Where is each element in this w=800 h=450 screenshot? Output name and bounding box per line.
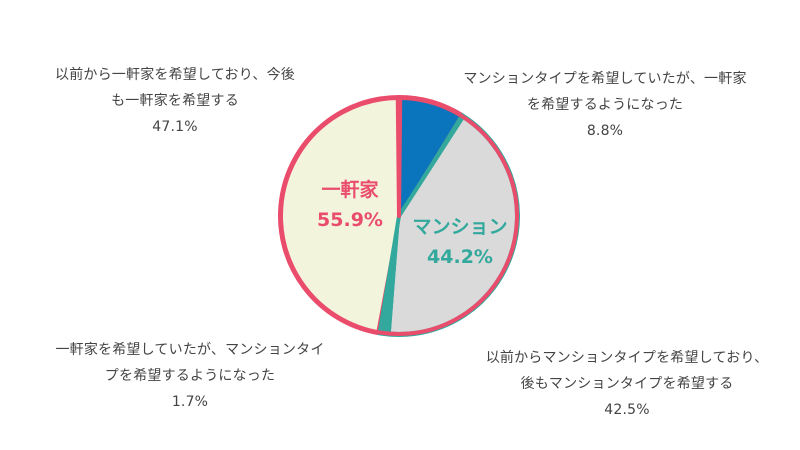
label-to-detached-line-2: を希望するようになった: [526, 97, 684, 113]
label-to-mansion-line-1: 一軒家を希望していたが、マンションタイ: [55, 342, 325, 358]
label-detached-stay: 以前から一軒家を希望しており、今後 も一軒家を希望する 47.1%: [25, 62, 325, 140]
value-label-mansion-stay: 42.5%: [604, 402, 650, 418]
value-label-to-detached: 8.8%: [586, 123, 624, 139]
label-detached-stay-line-2: も一軒家を希望する: [111, 93, 239, 109]
label-detached-stay-line-1: 以前から一軒家を希望しており、今後: [55, 67, 295, 83]
group-value-mansion: 44.2%: [427, 246, 493, 268]
group-label-mansion: マンション 44.2%: [395, 212, 525, 272]
group-name-mansion: マンション: [412, 216, 508, 238]
label-mansion-stay: 以前からマンションタイプを希望しており、 後もマンションタイプを希望する 42.…: [462, 345, 792, 423]
value-label-to-mansion: 1.7%: [171, 394, 209, 410]
value-label-detached-stay: 47.1%: [152, 119, 198, 135]
label-mansion-stay-line-1: 以前からマンションタイプを希望しており、: [485, 350, 769, 366]
label-to-detached: マンションタイプを希望していたが、一軒家 を希望するようになった 8.8%: [445, 66, 765, 144]
label-to-mansion: 一軒家を希望していたが、マンションタイ プを希望するようになった 1.7%: [25, 337, 355, 415]
label-to-mansion-line-2: プを希望するようになった: [104, 368, 276, 384]
label-mansion-stay-line-2: 後もマンションタイプを希望する: [520, 376, 734, 392]
group-outline-detached: [279, 96, 519, 337]
group-value-detached: 55.9%: [317, 209, 383, 231]
group-name-detached: 一軒家: [321, 179, 379, 201]
group-label-detached: 一軒家 55.9%: [300, 175, 400, 235]
label-to-detached-line-1: マンションタイプを希望していたが、一軒家: [463, 71, 747, 87]
